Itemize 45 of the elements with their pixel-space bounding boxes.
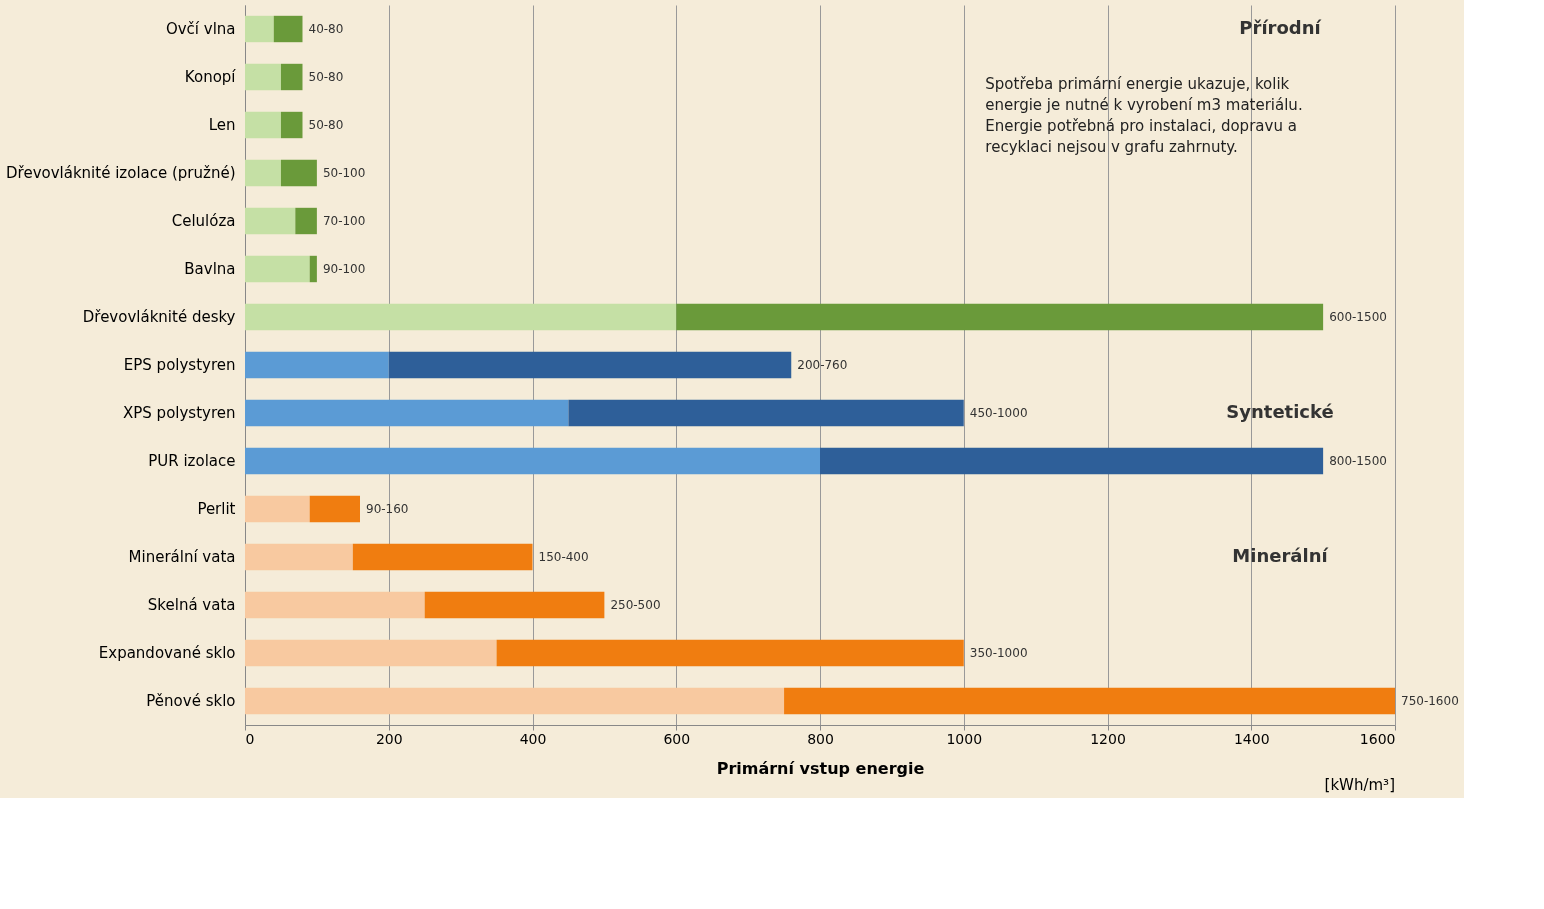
data-label: 70-100 [322, 214, 366, 228]
y-tick-label: Bavlna [184, 260, 236, 278]
data-label: 150-400 [538, 550, 589, 564]
y-tick-label: Dřevovláknité izolace (pružné) [6, 164, 236, 182]
data-label: 600-1500 [1329, 310, 1387, 324]
data-label: 250-500 [610, 598, 661, 612]
annotation: Spotřeba primární energie ukazuje, kolik energie je nutné k vyrobení m3 materiálu. Energie potřebná pro instalaci, dopravu a recyklaci nejsou v grafu zahrnuty. [985, 75, 1303, 156]
x-tick-label: 1400 [1233, 730, 1270, 747]
y-tick-label: Minerální vata [128, 548, 236, 566]
y-tick-label: Dřevovláknité desky [82, 308, 236, 326]
annotation: Syntetické [1226, 401, 1334, 422]
y-tick-label: Perlit [197, 500, 236, 518]
y-tick-label: Skelná vata [147, 596, 236, 614]
x-tick-label: 1000 [946, 730, 983, 747]
y-tick-label: Konopí [184, 68, 237, 86]
x-tick-label: 600 [663, 730, 691, 747]
data-label: 750-1600 [1401, 694, 1459, 708]
x-tick-label: 1600 [1359, 730, 1396, 747]
x-tick-label: 200 [375, 730, 403, 747]
annotation: Minerální [1232, 545, 1329, 566]
x-tick-label: 800 [807, 730, 834, 747]
y-tick-label: XPS polystyren [123, 404, 236, 422]
text: [kWh/m³] [1324, 776, 1395, 794]
x-tick-label: 0 [245, 730, 255, 747]
y-tick-label: Celulóza [171, 212, 236, 230]
x-axis-title: Primární vstup energie [716, 758, 925, 778]
annotation: Přírodní [1239, 17, 1322, 38]
y-tick-label: PUR izolace [148, 452, 236, 470]
data-label: 90-160 [366, 502, 409, 516]
y-tick-label: EPS polystyren [123, 356, 236, 374]
y-tick-label: Pěnové sklo [146, 692, 236, 710]
x-tick-label: 1200 [1090, 730, 1126, 747]
data-label: 50-80 [308, 70, 344, 84]
data-label: 40-80 [308, 22, 344, 36]
data-label: 800-1500 [1329, 454, 1387, 468]
x-tick-label: 400 [519, 730, 547, 747]
data-label: 50-80 [308, 118, 344, 132]
data-label: 90-100 [322, 262, 366, 276]
y-tick-label: Ovčí vlna [165, 20, 236, 38]
data-label: 200-760 [797, 358, 848, 372]
data-label: 50-100 [322, 166, 366, 180]
y-tick-label: Len [208, 116, 236, 134]
data-label: 450-1000 [969, 406, 1028, 420]
data-label: 350-1000 [969, 646, 1028, 660]
y-tick-label: Expandované sklo [98, 644, 236, 662]
